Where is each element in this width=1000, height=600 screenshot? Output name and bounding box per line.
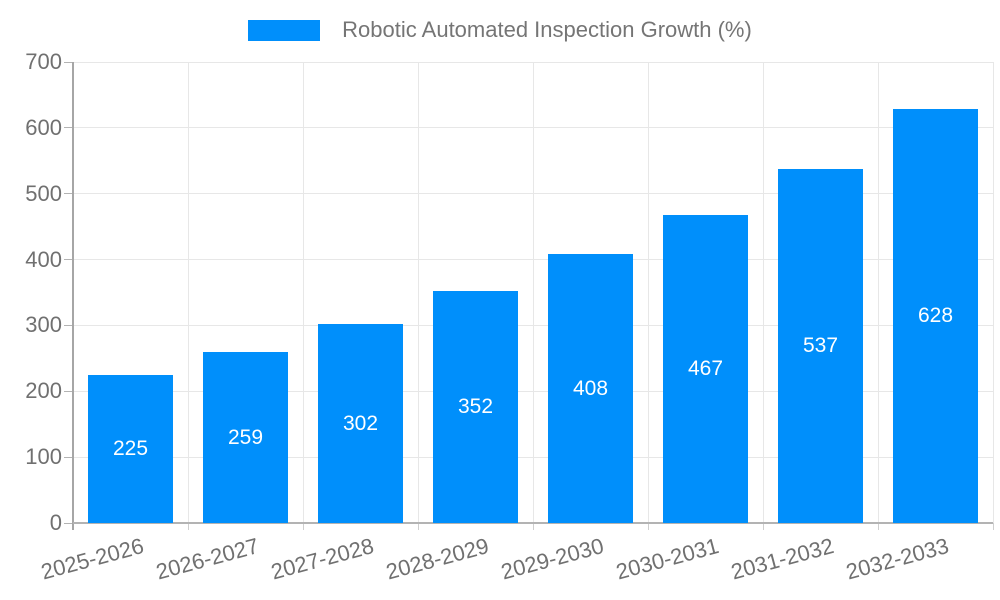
bar-value-label: 352 bbox=[457, 395, 494, 419]
x-axis-label: 2029-2030 bbox=[498, 533, 607, 585]
x-axis bbox=[73, 522, 993, 524]
y-axis-label: 500 bbox=[25, 180, 62, 206]
bar[interactable] bbox=[433, 291, 518, 523]
y-axis-label: 0 bbox=[49, 510, 62, 535]
bar[interactable] bbox=[203, 352, 288, 523]
x-gridline bbox=[992, 62, 994, 523]
x-axis-tick bbox=[762, 523, 764, 530]
y-axis-tick bbox=[64, 456, 73, 458]
x-axis-label: 2026-2027 bbox=[153, 533, 262, 585]
x-axis-tick bbox=[187, 523, 189, 530]
x-axis-tick bbox=[302, 523, 304, 530]
x-axis-label: 2025-2026 bbox=[38, 533, 147, 585]
y-axis-label: 200 bbox=[25, 378, 62, 404]
bar[interactable] bbox=[893, 109, 978, 523]
bar-value-label: 225 bbox=[112, 436, 149, 460]
y-axis-tick bbox=[64, 193, 73, 195]
x-gridline bbox=[762, 62, 764, 523]
y-axis-label: 600 bbox=[25, 114, 62, 140]
bar[interactable] bbox=[663, 215, 748, 523]
x-axis-label: 2027-2028 bbox=[268, 533, 377, 585]
x-gridline bbox=[302, 62, 304, 523]
y-axis-tick bbox=[64, 61, 73, 63]
x-axis-label: 2030-2031 bbox=[613, 533, 722, 585]
x-gridline bbox=[877, 62, 879, 523]
x-gridline bbox=[417, 62, 419, 523]
bar-value-label: 537 bbox=[802, 334, 839, 358]
x-axis-label: 2031-2032 bbox=[728, 533, 837, 585]
y-axis-tick bbox=[64, 127, 73, 129]
y-axis-label: 300 bbox=[25, 312, 62, 338]
x-axis-label: 2028-2029 bbox=[383, 533, 492, 585]
bar-value-label: 408 bbox=[572, 376, 609, 400]
bar-value-label: 259 bbox=[227, 425, 264, 449]
y-axis-tick bbox=[64, 522, 73, 524]
y-axis-tick bbox=[64, 390, 73, 392]
y-axis-tick bbox=[64, 259, 73, 261]
y-axis bbox=[72, 62, 74, 530]
x-axis-tick bbox=[417, 523, 419, 530]
x-gridline bbox=[647, 62, 649, 523]
bar[interactable] bbox=[548, 254, 633, 523]
x-gridline bbox=[532, 62, 534, 523]
x-axis-tick bbox=[877, 523, 879, 530]
bar-value-label: 302 bbox=[342, 411, 379, 435]
y-axis-label: 700 bbox=[25, 49, 62, 74]
legend-swatch-icon[interactable] bbox=[248, 19, 321, 41]
y-axis-tick bbox=[64, 324, 73, 326]
bar[interactable] bbox=[88, 374, 173, 523]
bar[interactable] bbox=[778, 169, 863, 523]
x-gridline bbox=[187, 62, 189, 523]
y-axis-label: 100 bbox=[25, 444, 62, 470]
x-axis-tick bbox=[992, 523, 994, 530]
bar-value-label: 628 bbox=[917, 304, 954, 328]
legend-label[interactable]: Robotic Automated Inspection Growth (%) bbox=[342, 17, 752, 42]
x-axis-label: 2032-2033 bbox=[843, 533, 952, 585]
x-axis-tick bbox=[647, 523, 649, 530]
bar-value-label: 467 bbox=[687, 357, 724, 381]
bar[interactable] bbox=[318, 324, 403, 523]
y-axis-label: 400 bbox=[25, 246, 62, 272]
chart-legend: Robotic Automated Inspection Growth (%) bbox=[0, 17, 1000, 43]
x-axis-tick bbox=[532, 523, 534, 530]
